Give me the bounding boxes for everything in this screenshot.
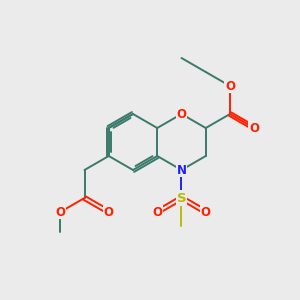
Text: O: O	[176, 107, 187, 121]
Text: O: O	[225, 80, 235, 92]
Text: S: S	[177, 191, 186, 205]
Text: O: O	[55, 206, 65, 218]
Text: O: O	[152, 206, 162, 218]
Text: O: O	[104, 206, 114, 218]
Text: O: O	[249, 122, 259, 134]
Text: N: N	[176, 164, 187, 176]
Text: O: O	[201, 206, 211, 218]
